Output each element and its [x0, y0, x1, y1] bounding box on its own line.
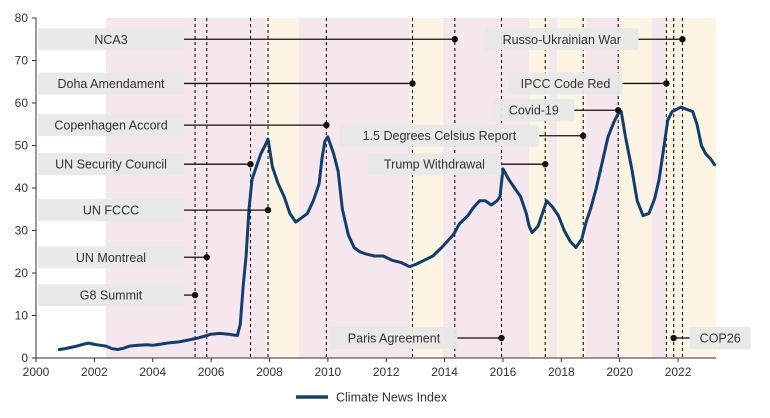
event-annotation: NCA3	[38, 28, 458, 51]
event-annotation: Covid-19	[493, 99, 622, 122]
event-dot	[323, 121, 330, 129]
event-label: UN Montreal	[76, 251, 146, 265]
y-tick-label: 30	[15, 224, 29, 238]
event-annotation: UN FCCC	[38, 199, 272, 222]
event-label-box	[38, 28, 184, 51]
x-tick-label: 2002	[81, 365, 108, 379]
event-dot	[451, 36, 458, 43]
x-tick-label: 2008	[256, 365, 283, 379]
event-annotation: Russo-Ukrainian War	[485, 28, 686, 51]
band-pink	[298, 18, 410, 358]
legend: Climate News Index	[296, 391, 448, 405]
event-label-box	[38, 114, 184, 137]
event-annotation: 1.5 Degrees Celsius Report	[339, 124, 587, 147]
event-annotation: Paris Agreement	[330, 327, 505, 350]
x-tick-label: 2004	[139, 365, 166, 379]
event-annotation: Copenhagen Accord	[38, 114, 330, 137]
y-tick-label: 40	[15, 181, 29, 195]
band-yellow	[409, 18, 444, 358]
y-tick-label: 0	[21, 351, 28, 365]
event-label: Russo-Ukrainian War	[503, 33, 621, 47]
event-label: Trump Withdrawal	[384, 158, 485, 172]
event-dot	[203, 254, 210, 261]
event-dot	[247, 161, 254, 168]
background-bands	[106, 18, 716, 358]
event-annotation: Trump Withdrawal	[367, 153, 549, 176]
x-tick-label: 2022	[665, 365, 692, 379]
x-tick-label: 2020	[606, 365, 633, 379]
event-label-box	[493, 99, 575, 122]
y-tick-label: 20	[15, 266, 29, 280]
band-pink	[549, 18, 557, 358]
event-dot	[679, 36, 686, 43]
event-annotation: UN Security Council	[38, 153, 254, 176]
x-tick-label: 2014	[431, 365, 458, 379]
event-label-box	[689, 327, 751, 350]
x-tick-label: 2000	[23, 365, 50, 379]
band-yellow	[529, 18, 550, 358]
y-tick-label: 60	[15, 96, 29, 110]
event-annotation: UN Montreal	[38, 246, 210, 269]
event-label-box	[485, 28, 639, 51]
event-label: Paris Agreement	[348, 332, 441, 346]
y-tick-label: 70	[15, 54, 29, 68]
event-label-box	[38, 72, 184, 95]
band-pink	[586, 18, 620, 358]
event-label: 1.5 Degrees Celsius Report	[363, 129, 517, 143]
event-annotation: IPCC Code Red	[508, 72, 670, 95]
legend-label: Climate News Index	[336, 391, 448, 405]
event-label: UN Security Council	[55, 158, 167, 172]
event-label: NCA3	[94, 33, 127, 47]
event-dot	[615, 107, 622, 114]
band-yellow	[266, 18, 299, 358]
event-label-box	[38, 199, 184, 222]
event-dot	[542, 161, 549, 168]
event-dot	[663, 80, 670, 87]
event-label-box	[367, 153, 502, 176]
y-tick-label: 80	[15, 11, 29, 25]
event-label: Copenhagen Accord	[54, 119, 167, 133]
event-label: Covid-19	[509, 104, 559, 118]
event-annotation: Doha Amendament	[38, 72, 416, 95]
event-label: COP26	[700, 332, 741, 346]
event-dot	[670, 334, 677, 342]
event-annotation: COP26	[670, 327, 751, 350]
event-label: Doha Amendament	[57, 77, 165, 91]
event-dot	[264, 206, 272, 214]
event-label-box	[38, 284, 184, 307]
event-dot	[191, 291, 199, 299]
x-tick-label: 2018	[548, 365, 575, 379]
event-label-box	[508, 72, 623, 95]
y-tick-label: 50	[15, 139, 29, 153]
event-label: UN FCCC	[83, 204, 139, 218]
event-annotation: G8 Summit	[38, 284, 199, 307]
axes: 0 10 20 30 40 50 60 70 80 2000 2002 2004 2006 2008 201…	[15, 11, 716, 379]
event-label-box	[330, 327, 458, 350]
event-label-box	[339, 124, 540, 147]
band-yellow	[664, 18, 716, 358]
event-annotations: NCA3 Doha Amendament Copenhagen Accord UN S…	[38, 28, 751, 350]
event-label-box	[38, 153, 184, 176]
band-yellow	[556, 18, 587, 358]
event-dot	[580, 132, 587, 139]
event-label-box	[38, 246, 184, 269]
event-label: G8 Summit	[80, 289, 143, 303]
event-dot	[498, 334, 505, 342]
x-tick-label: 2012	[373, 365, 400, 379]
x-tick-label: 2016	[490, 365, 517, 379]
event-dot	[409, 80, 416, 87]
event-label: IPCC Code Red	[521, 77, 611, 91]
x-tick-label: 2010	[314, 365, 341, 379]
y-tick-label: 10	[15, 309, 29, 323]
x-tick-label: 2006	[198, 365, 225, 379]
